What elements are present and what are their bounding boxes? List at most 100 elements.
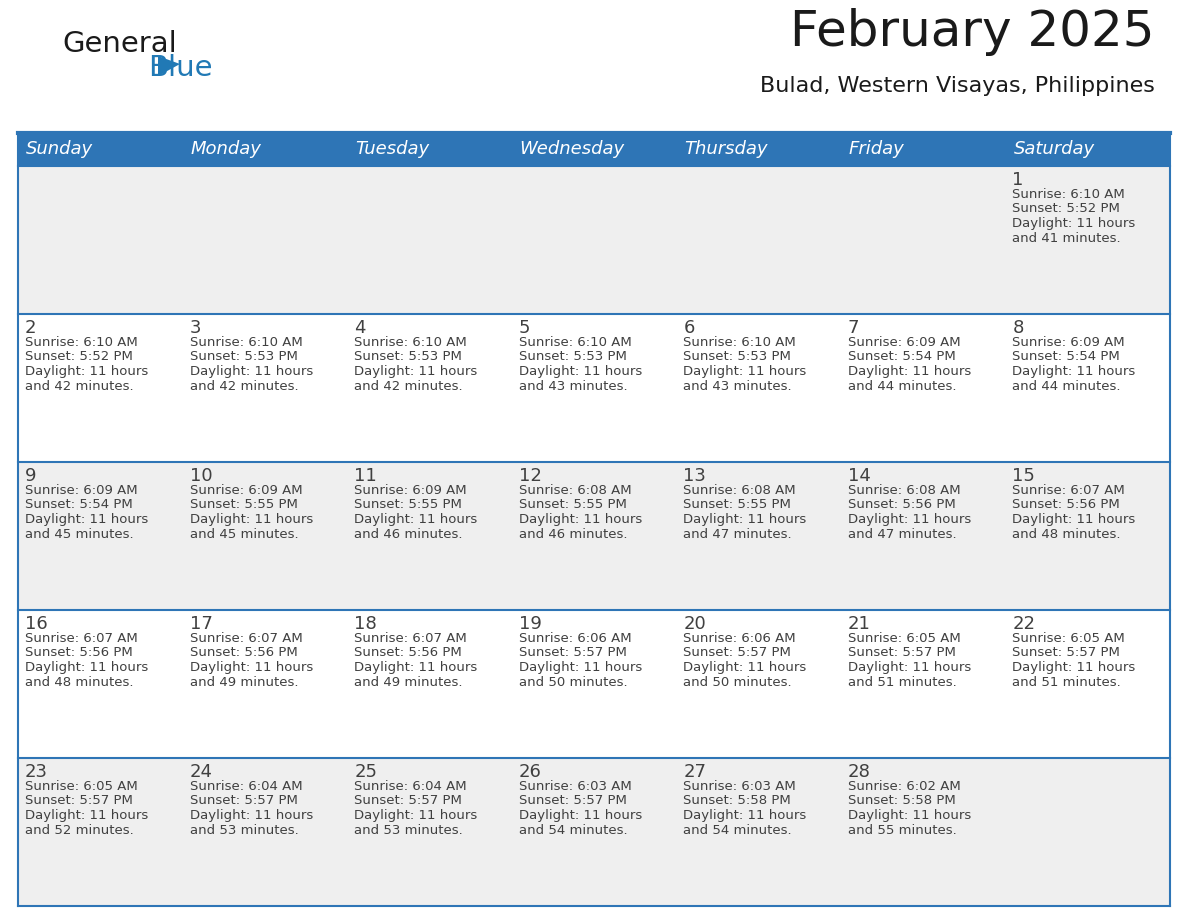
Text: Sunrise: 6:06 AM: Sunrise: 6:06 AM (683, 632, 796, 645)
Text: Sunset: 5:57 PM: Sunset: 5:57 PM (354, 794, 462, 808)
Bar (18, 166, 183, 314)
Text: and 46 minutes.: and 46 minutes. (519, 528, 627, 541)
Bar (18, 133, 1170, 166)
Text: Sunset: 5:57 PM: Sunset: 5:57 PM (519, 794, 626, 808)
Text: Daylight: 11 hours: Daylight: 11 hours (25, 661, 148, 674)
Text: and 48 minutes.: and 48 minutes. (25, 676, 133, 688)
Text: 9: 9 (25, 467, 37, 485)
Text: Sunrise: 6:10 AM: Sunrise: 6:10 AM (25, 336, 138, 349)
Text: Sunset: 5:56 PM: Sunset: 5:56 PM (25, 646, 133, 659)
Text: Daylight: 11 hours: Daylight: 11 hours (683, 513, 807, 526)
Text: Sunset: 5:56 PM: Sunset: 5:56 PM (848, 498, 955, 511)
Bar (347, 462, 512, 610)
Text: Tuesday: Tuesday (355, 140, 429, 159)
Text: 16: 16 (25, 615, 48, 633)
Text: Sunset: 5:56 PM: Sunset: 5:56 PM (190, 646, 297, 659)
Text: and 49 minutes.: and 49 minutes. (354, 676, 462, 688)
Text: Monday: Monday (190, 140, 261, 159)
Text: Daylight: 11 hours: Daylight: 11 hours (683, 365, 807, 378)
Text: and 54 minutes.: and 54 minutes. (519, 823, 627, 836)
Text: Sunset: 5:55 PM: Sunset: 5:55 PM (519, 498, 626, 511)
Text: and 45 minutes.: and 45 minutes. (190, 528, 298, 541)
Bar (183, 314, 347, 462)
Text: 14: 14 (848, 467, 871, 485)
Text: and 51 minutes.: and 51 minutes. (1012, 676, 1121, 688)
Bar (841, 314, 1005, 462)
Bar (347, 610, 512, 758)
Text: Sunset: 5:57 PM: Sunset: 5:57 PM (848, 646, 955, 659)
Bar (18, 758, 183, 906)
Text: 15: 15 (1012, 467, 1035, 485)
Text: and 41 minutes.: and 41 minutes. (1012, 231, 1121, 244)
Text: Sunrise: 6:09 AM: Sunrise: 6:09 AM (354, 484, 467, 497)
Text: Sunset: 5:57 PM: Sunset: 5:57 PM (683, 646, 791, 659)
Text: Bulad, Western Visayas, Philippines: Bulad, Western Visayas, Philippines (760, 76, 1155, 96)
Text: Sunrise: 6:02 AM: Sunrise: 6:02 AM (848, 780, 961, 793)
Text: and 50 minutes.: and 50 minutes. (683, 676, 792, 688)
Text: Sunrise: 6:07 AM: Sunrise: 6:07 AM (1012, 484, 1125, 497)
Text: Daylight: 11 hours: Daylight: 11 hours (519, 513, 642, 526)
Bar (347, 166, 512, 314)
Bar (841, 758, 1005, 906)
Bar (18, 462, 183, 610)
Text: 25: 25 (354, 763, 377, 781)
Text: and 54 minutes.: and 54 minutes. (683, 823, 792, 836)
Text: Daylight: 11 hours: Daylight: 11 hours (519, 661, 642, 674)
Text: 20: 20 (683, 615, 706, 633)
Text: Sunset: 5:58 PM: Sunset: 5:58 PM (848, 794, 955, 808)
Text: Sunrise: 6:04 AM: Sunrise: 6:04 AM (190, 780, 302, 793)
Text: Daylight: 11 hours: Daylight: 11 hours (848, 365, 971, 378)
Text: Sunrise: 6:09 AM: Sunrise: 6:09 AM (1012, 336, 1125, 349)
Text: and 50 minutes.: and 50 minutes. (519, 676, 627, 688)
Text: 18: 18 (354, 615, 377, 633)
Text: Sunrise: 6:10 AM: Sunrise: 6:10 AM (1012, 188, 1125, 201)
Text: Sunset: 5:53 PM: Sunset: 5:53 PM (519, 351, 626, 364)
Text: Sunrise: 6:09 AM: Sunrise: 6:09 AM (190, 484, 302, 497)
Text: Sunrise: 6:07 AM: Sunrise: 6:07 AM (354, 632, 467, 645)
Bar (183, 166, 347, 314)
Bar (676, 166, 841, 314)
Bar (183, 462, 347, 610)
Text: Sunrise: 6:09 AM: Sunrise: 6:09 AM (848, 336, 960, 349)
Text: and 44 minutes.: and 44 minutes. (848, 379, 956, 393)
Text: Sunset: 5:56 PM: Sunset: 5:56 PM (1012, 498, 1120, 511)
Text: 21: 21 (848, 615, 871, 633)
Text: Daylight: 11 hours: Daylight: 11 hours (190, 365, 312, 378)
Bar (183, 610, 347, 758)
Text: Sunset: 5:54 PM: Sunset: 5:54 PM (25, 498, 133, 511)
Bar (1005, 462, 1170, 610)
Bar (841, 610, 1005, 758)
Text: Sunset: 5:57 PM: Sunset: 5:57 PM (25, 794, 133, 808)
Text: Sunrise: 6:08 AM: Sunrise: 6:08 AM (848, 484, 960, 497)
Text: Sunrise: 6:03 AM: Sunrise: 6:03 AM (519, 780, 632, 793)
Bar (512, 166, 676, 314)
Text: Daylight: 11 hours: Daylight: 11 hours (354, 365, 478, 378)
Bar (347, 314, 512, 462)
Text: Sunrise: 6:08 AM: Sunrise: 6:08 AM (683, 484, 796, 497)
Text: and 53 minutes.: and 53 minutes. (354, 823, 463, 836)
Text: and 43 minutes.: and 43 minutes. (683, 379, 792, 393)
Text: Daylight: 11 hours: Daylight: 11 hours (25, 809, 148, 822)
Text: Sunset: 5:54 PM: Sunset: 5:54 PM (848, 351, 955, 364)
Bar (841, 166, 1005, 314)
Bar (18, 610, 183, 758)
Text: Sunrise: 6:06 AM: Sunrise: 6:06 AM (519, 632, 631, 645)
Text: 22: 22 (1012, 615, 1036, 633)
Bar (347, 758, 512, 906)
Text: Sunset: 5:56 PM: Sunset: 5:56 PM (354, 646, 462, 659)
Text: 27: 27 (683, 763, 707, 781)
Text: 4: 4 (354, 319, 366, 337)
Polygon shape (158, 56, 181, 76)
Text: and 52 minutes.: and 52 minutes. (25, 823, 134, 836)
Text: Sunset: 5:55 PM: Sunset: 5:55 PM (683, 498, 791, 511)
Text: Sunrise: 6:10 AM: Sunrise: 6:10 AM (354, 336, 467, 349)
Text: 1: 1 (1012, 171, 1024, 189)
Text: 28: 28 (848, 763, 871, 781)
Text: 7: 7 (848, 319, 859, 337)
Text: and 46 minutes.: and 46 minutes. (354, 528, 462, 541)
Bar (1005, 314, 1170, 462)
Text: Daylight: 11 hours: Daylight: 11 hours (25, 513, 148, 526)
Text: 11: 11 (354, 467, 377, 485)
Text: 10: 10 (190, 467, 213, 485)
Text: February 2025: February 2025 (790, 8, 1155, 56)
